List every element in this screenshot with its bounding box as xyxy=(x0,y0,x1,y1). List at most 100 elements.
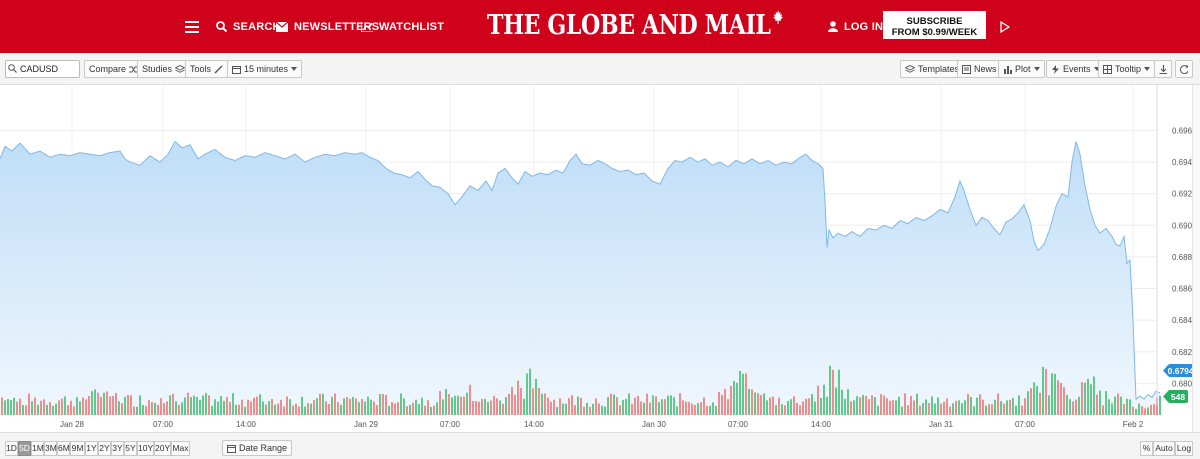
volume-bar xyxy=(754,392,756,415)
volume-bar xyxy=(376,405,378,415)
range-2y[interactable]: 2Y xyxy=(98,441,111,456)
volume-bar xyxy=(973,406,975,415)
tools-button[interactable]: Tools xyxy=(185,60,229,78)
volume-bar xyxy=(892,400,894,415)
volume-bar xyxy=(1090,384,1092,415)
volume-bar xyxy=(820,397,822,415)
newsletters-link[interactable]: NEWSLETTERS xyxy=(276,0,379,53)
volume-bar xyxy=(532,388,534,415)
watchlist-link[interactable]: WATCHLIST xyxy=(361,0,444,53)
y-tick-label: 0.68200 xyxy=(1172,348,1200,357)
volume-bar xyxy=(784,405,786,415)
volume-bar xyxy=(25,405,27,415)
range-6m[interactable]: 6M xyxy=(57,441,70,456)
volume-bar xyxy=(760,395,762,415)
studies-button[interactable]: Studies xyxy=(137,60,191,78)
auto-scale-button[interactable]: Auto xyxy=(1153,441,1175,456)
volume-bar xyxy=(748,388,750,415)
percent-scale-button[interactable]: % xyxy=(1140,441,1153,456)
caret-down-icon xyxy=(291,67,298,71)
volume-bar xyxy=(4,400,6,415)
date-range-button[interactable]: Date Range xyxy=(222,440,293,456)
volume-bar xyxy=(307,403,309,415)
volume-bar xyxy=(568,398,570,415)
volume-bar xyxy=(1129,399,1131,415)
play-button[interactable] xyxy=(1000,0,1010,53)
chart-scrollbar[interactable] xyxy=(1192,85,1200,432)
volume-bar xyxy=(736,382,738,415)
range-1y[interactable]: 1Y xyxy=(85,441,98,456)
volume-bar xyxy=(118,401,120,415)
login-link[interactable]: LOG IN xyxy=(828,0,883,53)
range-1m[interactable]: 1M xyxy=(31,441,44,456)
volume-bar xyxy=(445,389,447,415)
plot-select[interactable]: Plot xyxy=(998,60,1045,78)
volume-bar xyxy=(1009,399,1011,415)
volume-bar xyxy=(649,402,651,415)
search-link[interactable]: SEARCH xyxy=(216,0,281,53)
volume-bar xyxy=(619,405,621,415)
volume-bar xyxy=(841,389,843,415)
compare-button[interactable]: Compare xyxy=(84,60,144,78)
last-price-label: 0.67949 xyxy=(1168,366,1199,376)
download-button[interactable] xyxy=(1154,60,1172,78)
volume-bar xyxy=(286,396,288,415)
range-max[interactable]: Max xyxy=(171,441,190,456)
volume-bar xyxy=(559,398,561,415)
interval-select[interactable]: 15 minutes xyxy=(227,60,303,78)
subscribe-button[interactable]: SUBSCRIBE FROM $0.99/WEEK xyxy=(883,11,986,39)
volume-bar xyxy=(607,397,609,415)
volume-bar xyxy=(343,398,345,415)
volume-bar xyxy=(850,401,852,415)
download-icon xyxy=(1159,64,1167,74)
range-5d[interactable]: 5D xyxy=(18,441,31,456)
volume-bar xyxy=(409,404,411,415)
volume-bar xyxy=(580,397,582,415)
volume-bar xyxy=(556,406,558,415)
volume-bar xyxy=(358,402,360,415)
volume-bar xyxy=(847,389,849,415)
last-price-tag: 0.67949 xyxy=(1163,364,1199,377)
log-scale-button[interactable]: Log xyxy=(1175,441,1193,456)
watchlist-label: WATCHLIST xyxy=(379,20,445,33)
volume-bar xyxy=(475,400,477,415)
symbol-input[interactable] xyxy=(5,60,80,78)
templates-button[interactable]: Templates xyxy=(900,60,965,78)
range-3m[interactable]: 3M xyxy=(44,441,57,456)
range-20y[interactable]: 20Y xyxy=(154,441,171,456)
volume-bar xyxy=(235,404,237,415)
tooltip-select[interactable]: Tooltip xyxy=(1098,60,1156,78)
volume-bar xyxy=(316,398,318,415)
volume-bar xyxy=(664,399,666,415)
volume-bar xyxy=(10,400,12,415)
news-label: News xyxy=(974,64,997,74)
volume-bar xyxy=(157,404,159,415)
play-icon xyxy=(1000,20,1010,33)
refresh-button[interactable] xyxy=(1175,60,1193,78)
volume-bar xyxy=(988,403,990,415)
y-tick-label: 0.68600 xyxy=(1172,285,1200,294)
range-9m[interactable]: 9M xyxy=(70,441,85,456)
volume-bar xyxy=(259,394,261,415)
news-button[interactable]: News xyxy=(957,60,1002,78)
volume-bar xyxy=(1156,397,1158,415)
volume-bar xyxy=(238,404,240,415)
price-chart[interactable]: 0.69600 0.69400 0.69200 0.69000 0.68800 0.686… xyxy=(0,85,1200,432)
hamburger-icon xyxy=(185,20,199,33)
volume-bar xyxy=(199,399,201,415)
range-5y[interactable]: 5Y xyxy=(124,441,137,456)
bar-chart-icon xyxy=(1004,65,1012,74)
range-1d[interactable]: 1D xyxy=(5,441,18,456)
events-select[interactable]: Events xyxy=(1046,60,1105,78)
site-logo[interactable]: THE GLOBE AND MAIL xyxy=(487,10,783,41)
volume-bar xyxy=(1012,397,1014,415)
menu-button[interactable] xyxy=(185,0,199,53)
range-3y[interactable]: 3Y xyxy=(111,441,124,456)
range-10y[interactable]: 10Y xyxy=(137,441,154,456)
volume-bar xyxy=(763,393,765,415)
volume-bar xyxy=(361,399,363,415)
volume-bar xyxy=(805,398,807,415)
maple-leaf-icon xyxy=(773,10,783,24)
volume-bar xyxy=(508,393,510,415)
volume-bar xyxy=(304,406,306,415)
